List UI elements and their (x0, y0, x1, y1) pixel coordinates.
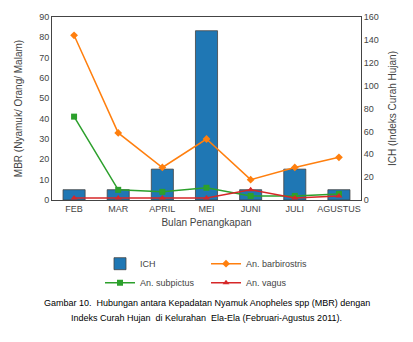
svg-text:80: 80 (39, 32, 49, 42)
svg-text:An. vagus: An. vagus (246, 278, 287, 288)
svg-text:An. subpictus: An. subpictus (140, 278, 195, 288)
svg-text:JUNI: JUNI (241, 204, 261, 214)
svg-text:Indeks Curah Hujan di Kelurah: Indeks Curah Hujan di Kelurahan Ela-Ela … (71, 313, 342, 323)
svg-text:70: 70 (39, 53, 49, 63)
svg-text:0: 0 (44, 195, 49, 205)
svg-text:Gambar 10. Hubungan antara Ke: Gambar 10. Hubungan antara Kepadatan Nya… (44, 298, 370, 308)
svg-text:APRIL: APRIL (149, 204, 175, 214)
svg-text:140: 140 (364, 35, 379, 45)
svg-text:80: 80 (364, 104, 374, 114)
svg-text:10: 10 (39, 175, 49, 185)
svg-text:20: 20 (39, 154, 49, 164)
svg-text:ICH (Indeks Curah Hujan): ICH (Indeks Curah Hujan) (387, 51, 398, 166)
svg-text:ICH: ICH (140, 259, 156, 269)
svg-text:50: 50 (39, 93, 49, 103)
svg-text:160: 160 (364, 12, 379, 22)
svg-text:60: 60 (364, 127, 374, 137)
svg-text:120: 120 (364, 58, 379, 68)
svg-text:60: 60 (39, 73, 49, 83)
svg-text:40: 40 (39, 114, 49, 124)
svg-text:MEI: MEI (198, 204, 214, 214)
svg-text:An. barbirostris: An. barbirostris (246, 259, 307, 269)
svg-text:FEB: FEB (65, 204, 83, 214)
svg-text:0: 0 (364, 195, 369, 205)
svg-text:MBR (Nyamuk/ Orang/ Malam): MBR (Nyamuk/ Orang/ Malam) (13, 40, 24, 177)
svg-text:20: 20 (364, 172, 374, 182)
svg-text:Bulan Penangkapan: Bulan Penangkapan (161, 217, 251, 228)
svg-text:40: 40 (364, 149, 374, 159)
svg-text:100: 100 (364, 81, 379, 91)
svg-text:MAR: MAR (108, 204, 128, 214)
svg-text:JULI: JULI (286, 204, 305, 214)
svg-text:AGUSTUS: AGUSTUS (317, 204, 361, 214)
svg-text:90: 90 (39, 12, 49, 22)
svg-text:30: 30 (39, 134, 49, 144)
